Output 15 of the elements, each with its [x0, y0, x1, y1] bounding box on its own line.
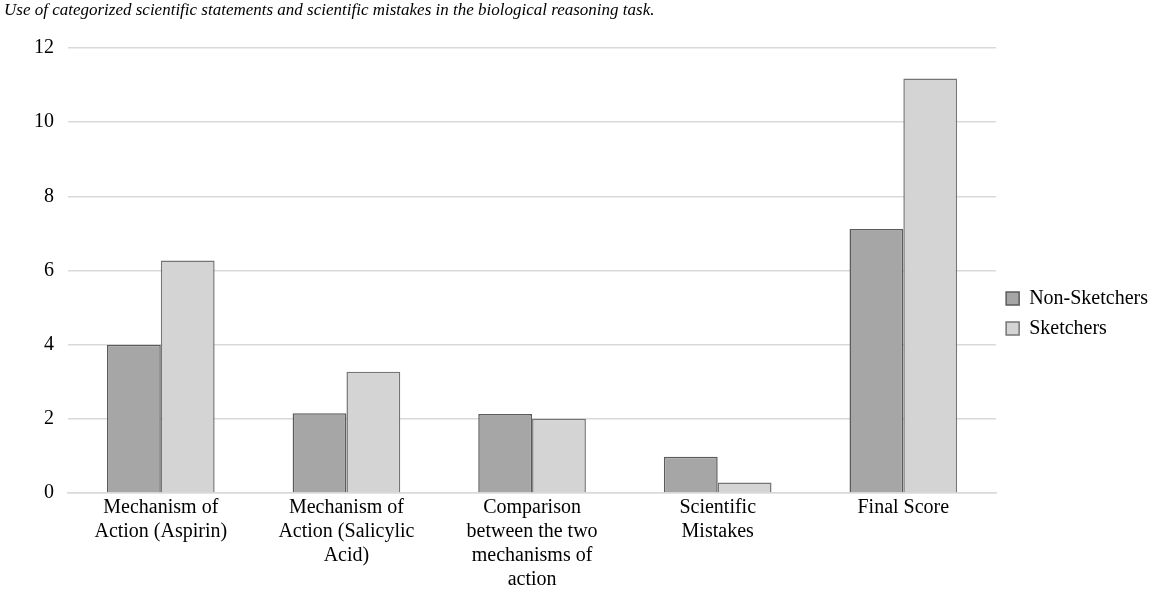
legend-label: Sketchers — [1029, 315, 1108, 338]
y-tick-label: 6 — [44, 257, 54, 280]
y-tick-label: 12 — [34, 35, 54, 58]
chart-title: Use of categorized scientific statements and scientific mistakes in the biological reasoning task. — [4, 0, 656, 20]
y-tick-label: 0 — [44, 480, 54, 503]
legend-label: Non-Sketchers — [1029, 285, 1149, 308]
x-tick-label: Mechanism of Action (Salicylic Acid) — [278, 495, 415, 567]
y-tick-label: 2 — [44, 406, 54, 429]
x-tick-label: Mechanism of Action (Aspirin) — [94, 495, 228, 543]
y-tick-label: 8 — [44, 183, 54, 206]
y-tick-label: 4 — [44, 331, 54, 354]
y-tick-label: 10 — [34, 109, 54, 132]
x-tick-label: Scientific Mistakes — [679, 495, 757, 542]
x-tick-label: Final Score — [857, 495, 950, 518]
x-tick-label: Comparison between the two mechanisms of action — [466, 495, 598, 590]
